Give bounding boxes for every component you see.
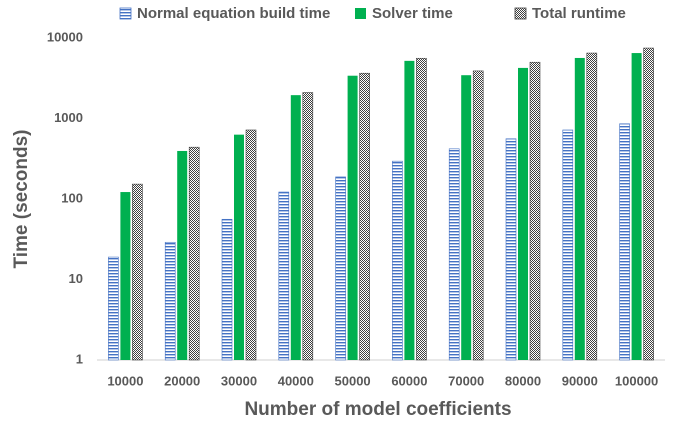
- bar: [505, 138, 517, 361]
- bar: [529, 61, 541, 361]
- x-tick-label: 30000: [221, 373, 257, 388]
- bar: [574, 57, 585, 361]
- bar: [404, 60, 415, 361]
- bar: [518, 67, 528, 361]
- x-tick-label: 70000: [448, 373, 484, 388]
- bar: [461, 75, 472, 360]
- legend-swatch: [514, 7, 527, 20]
- legend-label: Normal equation build time: [137, 5, 330, 22]
- bar: [302, 92, 314, 361]
- x-tick-label: 20000: [164, 373, 200, 388]
- y-axis-title: Time (seconds): [11, 129, 32, 268]
- bar: [416, 57, 427, 361]
- legend-swatch: [119, 7, 132, 20]
- bar: [120, 192, 131, 360]
- bar: [643, 47, 654, 361]
- bar: [562, 129, 574, 361]
- bar: [245, 129, 257, 361]
- y-tick-label: 10: [69, 271, 83, 286]
- bar: [448, 148, 460, 361]
- bar: [188, 146, 200, 361]
- bar: [177, 150, 188, 360]
- legend-label: Solver time: [372, 5, 453, 22]
- bar: [290, 95, 301, 360]
- legend-swatch: [355, 8, 366, 19]
- bar: [221, 218, 233, 361]
- y-tick-label: 1: [76, 351, 83, 366]
- bar: [619, 123, 630, 361]
- x-tick-label: 90000: [562, 373, 598, 388]
- legend-label: Total runtime: [532, 5, 626, 22]
- bar: [472, 70, 484, 361]
- x-tick-label: 50000: [335, 373, 371, 388]
- bar: [164, 241, 176, 361]
- bar: [132, 183, 143, 361]
- x-tick-label: 40000: [278, 373, 314, 388]
- x-tick-label: 60000: [391, 373, 427, 388]
- bar: [234, 134, 244, 360]
- bar: [108, 256, 119, 361]
- bar: [347, 75, 358, 361]
- y-tick-label: 10000: [47, 29, 83, 44]
- x-tick-label: 100000: [615, 373, 658, 388]
- x-axis-title: Number of model coefficients: [244, 399, 511, 420]
- bar: [586, 52, 598, 361]
- bar: [631, 53, 642, 360]
- bar: [278, 191, 290, 361]
- bar: [359, 72, 370, 361]
- y-tick-label: 1000: [54, 110, 83, 125]
- x-tick-label: 10000: [107, 373, 143, 388]
- x-tick-label: 80000: [505, 373, 541, 388]
- bar: [335, 176, 346, 361]
- y-tick-label: 100: [61, 190, 83, 205]
- bar: [392, 160, 403, 361]
